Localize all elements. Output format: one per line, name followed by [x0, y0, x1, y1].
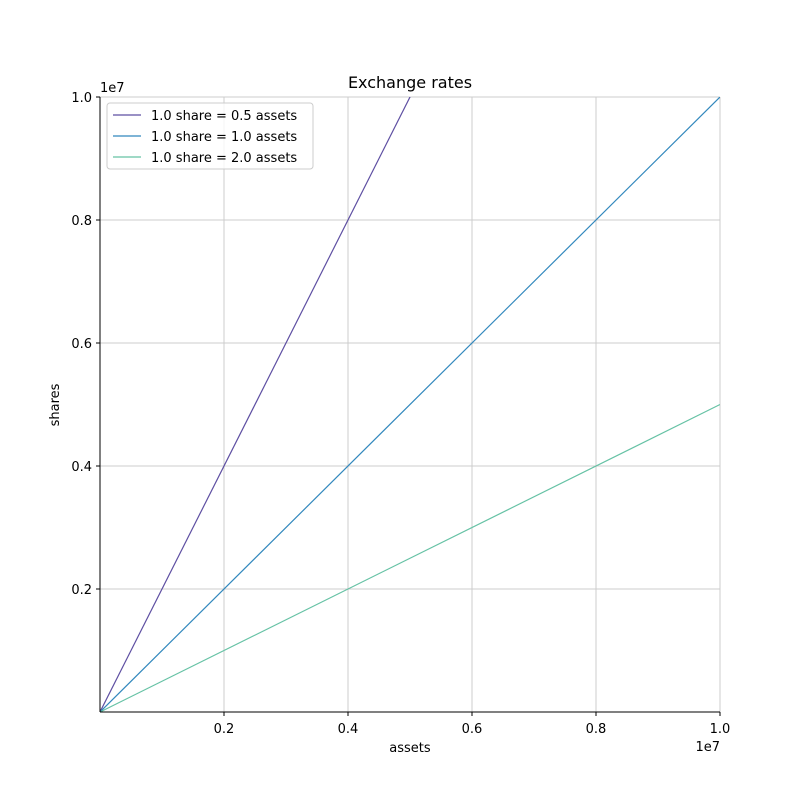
series-line-1: [100, 97, 720, 712]
y-axis-label: shares: [48, 383, 63, 426]
series-line-2: [100, 403, 720, 712]
series-line-0: [100, 97, 411, 712]
y-tick-label: 0.2: [71, 583, 92, 598]
legend-label: 1.0 share = 0.5 assets: [151, 109, 297, 124]
legend-label: 1.0 share = 1.0 assets: [151, 130, 297, 145]
ticks: 0.2 0.4 0.6 0.8 1.0 0.2 0.4 0.6 0.8 1.0: [71, 91, 730, 737]
x-tick-label: 0.4: [338, 722, 359, 737]
chart-title: Exchange rates: [348, 73, 472, 92]
x-tick-label: 1.0: [710, 722, 731, 737]
legend: 1.0 share = 0.5 assets 1.0 share = 1.0 as…: [106, 102, 314, 170]
y-offset-label: 1e7: [100, 81, 125, 96]
x-tick-label: 0.2: [214, 722, 235, 737]
y-tick-label: 0.8: [71, 214, 92, 229]
y-tick-label: 0.4: [71, 460, 92, 475]
x-tick-label: 0.8: [586, 722, 607, 737]
x-tick-label: 0.6: [462, 722, 483, 737]
y-tick-label: 0.6: [71, 337, 92, 352]
x-axis-label: assets: [389, 741, 431, 756]
y-tick-label: 1.0: [71, 91, 92, 106]
legend-box: [106, 102, 314, 170]
series-lines: [100, 97, 720, 712]
x-offset-label: 1e7: [695, 740, 720, 755]
legend-label: 1.0 share = 2.0 assets: [151, 151, 297, 166]
